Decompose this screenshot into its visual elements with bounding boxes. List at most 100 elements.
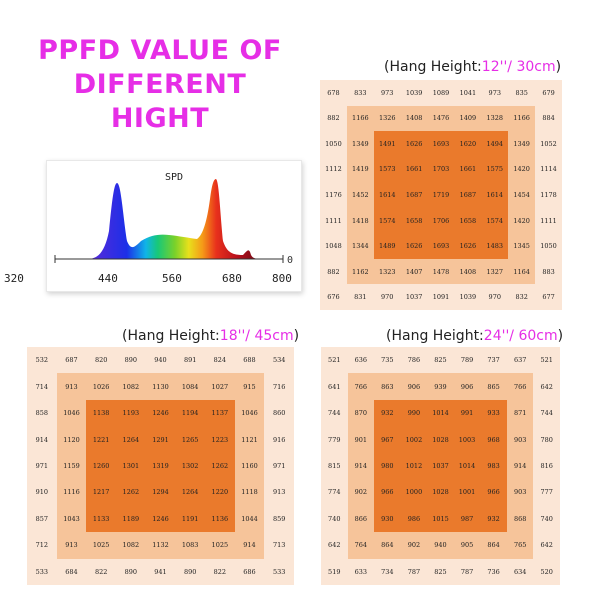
ppfd-cell: 1194 (181, 409, 199, 418)
ppfd-cell: 1420 (513, 216, 530, 225)
ppfd-cell: 1159 (63, 462, 80, 470)
ppfd-cell: 884 (542, 114, 555, 123)
ppfd-cell: 858 (35, 409, 49, 418)
ppfd-cell: 987 (460, 514, 474, 523)
ppfd-cell: 520 (540, 567, 553, 576)
ppfd-cell: 1454 (513, 191, 530, 199)
ppfd-cell: 533 (272, 567, 286, 576)
ppfd-cell: 820 (94, 356, 108, 365)
ppfd-cell: 1015 (432, 514, 449, 523)
ppfd-cell: 910 (35, 488, 49, 497)
ppfd-cell: 1327 (486, 267, 504, 276)
ppfd-cell: 1326 (378, 114, 396, 123)
ppfd-cell: 1028 (432, 488, 449, 497)
ppfd-cell: 1262 (211, 462, 229, 470)
spd-tick-440: 440 (98, 272, 118, 285)
ppfd-cell: 1574 (378, 216, 396, 225)
spd-tick-800: 800 (272, 272, 292, 285)
ppfd-cell: 1014 (432, 409, 449, 418)
ppfd-cell: 1620 (459, 139, 477, 148)
ppfd-cell: 1178 (540, 191, 557, 199)
ppfd-cell: 973 (381, 88, 394, 97)
caption-18: (Hang Height:18''/ 45cm) (122, 328, 299, 344)
spd-tick-320: 320 (4, 272, 24, 285)
ppfd-cell: 906 (460, 382, 474, 391)
ppfd-cell: 940 (154, 356, 167, 365)
ppfd-cell: 1220 (211, 488, 229, 497)
ppfd-cell: 1133 (92, 514, 110, 523)
caption-suffix: ) (555, 59, 562, 75)
ppfd-cell: 1164 (513, 267, 530, 276)
ppfd-cell: 636 (354, 356, 368, 365)
ppfd-cell: 1037 (405, 293, 423, 302)
spd-tick-560: 560 (162, 272, 182, 285)
ppfd-cell: 1483 (486, 242, 504, 251)
ppfd-cell: 1658 (405, 216, 423, 225)
ppfd-cell: 1614 (378, 191, 396, 199)
spd-tick-680: 680 (222, 272, 242, 285)
ppfd-cell: 1028 (432, 435, 449, 444)
ppfd-cell: 740 (328, 514, 341, 523)
ppfd-cell: 1262 (122, 488, 140, 497)
ppfd-cell: 932 (381, 409, 394, 418)
ppfd-cell: 521 (328, 356, 341, 365)
ppfd-cell: 642 (540, 382, 553, 391)
ppfd-cell: 1319 (152, 462, 169, 470)
ppfd-cell: 1301 (122, 462, 140, 470)
ppfd-cell: 1083 (181, 541, 199, 550)
ppfd-cell: 970 (381, 293, 394, 302)
ppfd-cell: 1191 (181, 514, 199, 523)
ppfd-cell: 890 (124, 356, 138, 365)
ppfd-cell: 1614 (486, 191, 504, 199)
ppfd-cell: 973 (488, 88, 501, 97)
ppfd-cell: 1166 (352, 114, 369, 123)
ppfd-cell: 1132 (152, 541, 169, 550)
ppfd-cell: 870 (354, 409, 368, 418)
ppfd-cell: 679 (542, 88, 555, 97)
ppfd-cell: 825 (434, 356, 447, 365)
ppfd-cell: 677 (542, 293, 555, 302)
ppfd-grid-24in: 521 636 735 786 825 789 737 637 521 641 766 863 906 9… (321, 347, 560, 585)
ppfd-cell: 1121 (241, 435, 258, 444)
ppfd-cell: 1223 (211, 435, 229, 444)
ppfd-cell: 1687 (405, 191, 423, 199)
ppfd-cell: 1012 (405, 462, 423, 470)
ppfd-cell: 824 (213, 356, 227, 365)
ppfd-cell: 1491 (378, 139, 396, 148)
ppfd-cell: 779 (328, 435, 341, 444)
ppfd-cell: 871 (513, 409, 527, 418)
ppfd-cell: 933 (487, 409, 500, 418)
ppfd-cell: 991 (460, 409, 474, 418)
ppfd-cell: 1000 (405, 488, 423, 497)
ppfd-cell: 1221 (92, 435, 110, 444)
ppfd-cell: 1176 (325, 191, 342, 199)
ppfd-cell: 1136 (211, 514, 229, 523)
ppfd-cell: 864 (487, 541, 500, 550)
ppfd-cell: 774 (328, 488, 341, 497)
ppfd-cell: 1408 (459, 267, 477, 276)
ppfd-cell: 941 (154, 567, 167, 576)
spd-label: SPD (165, 172, 183, 183)
ppfd-cell: 1025 (92, 541, 110, 550)
ppfd-cell: 740 (540, 514, 553, 523)
ppfd-cell: 532 (35, 356, 49, 365)
ppfd-cell: 913 (65, 382, 78, 391)
ppfd-cell: 971 (272, 462, 286, 470)
ppfd-cell: 832 (515, 293, 528, 302)
ppfd-cell: 1476 (432, 114, 450, 123)
ppfd-cell: 966 (381, 488, 394, 497)
ppfd-cell: 1719 (432, 191, 450, 199)
caption-suffix: ) (293, 328, 300, 344)
ppfd-cell: 835 (515, 88, 528, 97)
ppfd-cell: 859 (272, 514, 286, 523)
ppfd-cell: 831 (354, 293, 367, 302)
ppfd-cell: 968 (487, 435, 500, 444)
ppfd-cell: 1407 (405, 267, 423, 276)
caption-prefix: (Hang Height: (122, 328, 220, 344)
ppfd-cell: 1575 (486, 165, 504, 174)
caption-highlight: 12''/ 30cm (481, 59, 556, 75)
ppfd-cell: 1189 (122, 514, 140, 523)
ppfd-cell: 1658 (459, 216, 477, 225)
ppfd-cell: 642 (328, 541, 341, 550)
ppfd-cell: 1703 (432, 165, 450, 174)
